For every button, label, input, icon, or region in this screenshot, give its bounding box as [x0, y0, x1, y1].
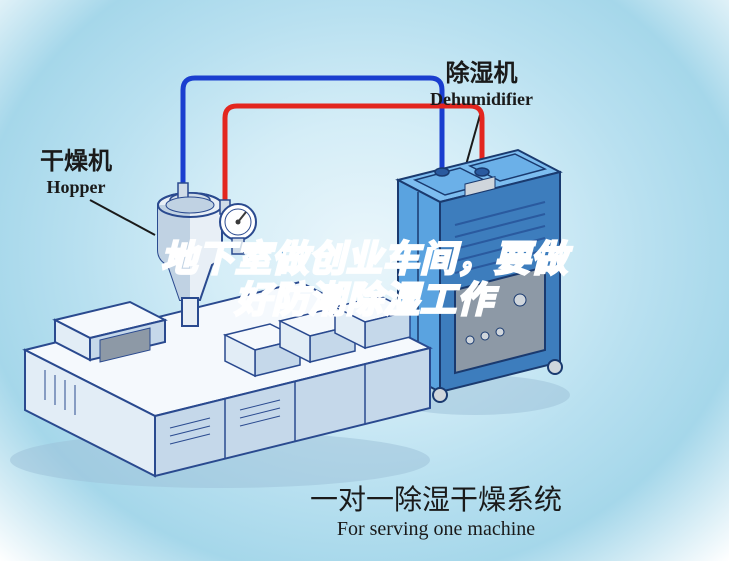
system-title-cn: 一对一除湿干燥系统 — [310, 478, 562, 518]
label-dehumidifier-en: Dehumidifier — [430, 89, 533, 111]
headline-line1: 地下室做创业车间，要做 — [0, 238, 729, 279]
label-hopper-cn: 干燥机 — [40, 148, 112, 177]
system-title-en: For serving one machine — [310, 518, 562, 541]
label-hopper-en: Hopper — [40, 177, 112, 199]
pipe-blue — [183, 78, 442, 183]
label-dehumidifier: 除湿机 Dehumidifier — [430, 60, 533, 110]
label-line-hopper — [90, 200, 155, 235]
system-title: 一对一除湿干燥系统 For serving one machine — [310, 478, 562, 541]
label-dehumidifier-cn: 除湿机 — [430, 60, 533, 89]
label-line-dehumidifier — [466, 115, 480, 165]
headline-line2: 好防潮除湿工作 — [0, 279, 729, 320]
label-hopper: 干燥机 Hopper — [40, 148, 112, 198]
headline-overlay: 地下室做创业车间，要做 好防潮除湿工作 — [0, 238, 729, 321]
